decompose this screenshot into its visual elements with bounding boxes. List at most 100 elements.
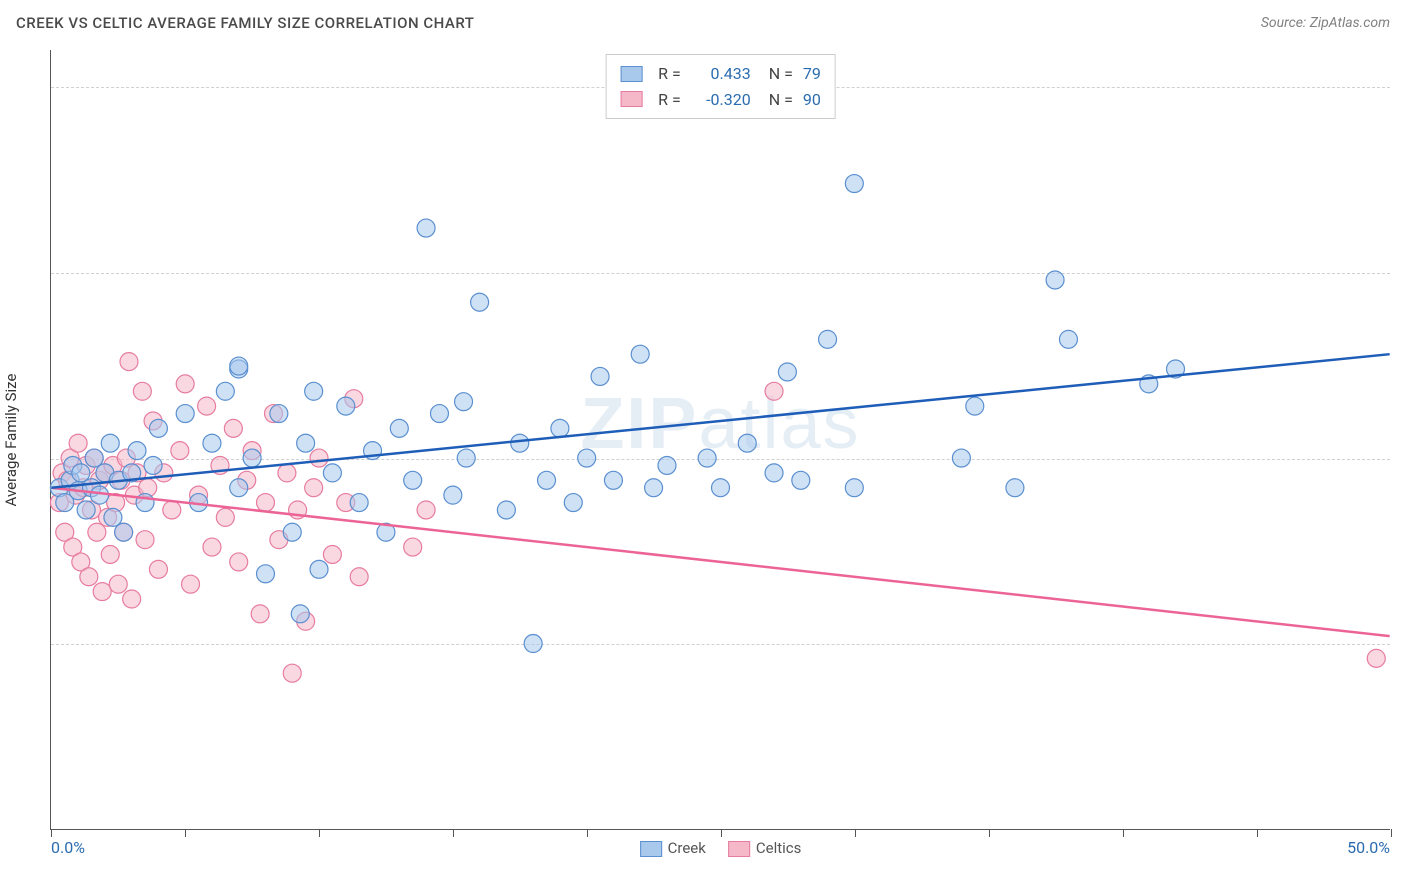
- creek-point: [270, 405, 288, 423]
- celtic-point: [283, 664, 301, 682]
- celtic-point: [765, 382, 783, 400]
- creek-point: [738, 434, 756, 452]
- creek-point: [551, 419, 569, 437]
- creek-point: [243, 449, 261, 467]
- swatch-icon: [620, 91, 642, 107]
- creek-point: [658, 456, 676, 474]
- swatch-icon: [640, 841, 662, 857]
- creek-point: [564, 494, 582, 512]
- creek-point: [305, 382, 323, 400]
- stat-n-value: 90: [803, 87, 821, 113]
- celtic-point: [93, 583, 111, 601]
- celtic-point: [69, 434, 87, 452]
- creek-point: [176, 405, 194, 423]
- creek-point: [104, 508, 122, 526]
- celtic-point: [1367, 649, 1385, 667]
- x-tick: [51, 829, 52, 837]
- celtic-point: [323, 546, 341, 564]
- swatch-icon: [620, 66, 642, 82]
- celtic-point: [171, 442, 189, 460]
- creek-point: [538, 471, 556, 489]
- legend-label: Celtics: [756, 839, 802, 857]
- creek-point: [1046, 271, 1064, 289]
- creek-point: [712, 479, 730, 497]
- creek-regression-line: [51, 354, 1389, 488]
- stats-row-creek: R =0.433N =79: [620, 61, 821, 87]
- celtic-point: [350, 568, 368, 586]
- creek-point: [845, 479, 863, 497]
- stat-r-label: R =: [658, 87, 681, 113]
- celtic-point: [136, 531, 154, 549]
- celtic-point: [305, 479, 323, 497]
- x-axis-max-label: 50.0%: [1347, 838, 1390, 857]
- creek-point: [297, 434, 315, 452]
- creek-point: [310, 560, 328, 578]
- celtic-point: [123, 590, 141, 608]
- creek-point: [578, 449, 596, 467]
- y-axis-label: Average Family Size: [2, 373, 20, 506]
- creek-point: [323, 464, 341, 482]
- creek-point: [337, 397, 355, 415]
- celtic-point: [120, 353, 138, 371]
- series-legend: Creek Celtics: [640, 839, 802, 857]
- celtic-point: [251, 605, 269, 623]
- creek-point: [631, 345, 649, 363]
- creek-point: [444, 486, 462, 504]
- creek-point: [645, 479, 663, 497]
- celtic-point: [404, 538, 422, 556]
- chart-title: CREEK VS CELTIC AVERAGE FAMILY SIZE CORR…: [16, 14, 474, 32]
- creek-point: [291, 605, 309, 623]
- creek-point: [115, 523, 133, 541]
- celtic-point: [149, 560, 167, 578]
- x-tick: [721, 829, 722, 837]
- creek-point: [230, 479, 248, 497]
- creek-point: [230, 357, 248, 375]
- x-axis-min-label: 0.0%: [51, 838, 85, 857]
- x-tick: [1391, 829, 1392, 837]
- swatch-icon: [728, 841, 750, 857]
- x-tick: [989, 829, 990, 837]
- celtic-point: [216, 508, 234, 526]
- chart-plot-area: Average Family Size 2.253.504.756.00 0.0…: [50, 50, 1390, 830]
- creek-point: [471, 293, 489, 311]
- celtic-point: [198, 397, 216, 415]
- y-tick-label: 3.50: [1396, 449, 1406, 468]
- creek-point: [144, 456, 162, 474]
- source-label: Source: ZipAtlas.com: [1261, 15, 1390, 31]
- creek-point: [430, 405, 448, 423]
- celtic-point: [256, 494, 274, 512]
- creek-point: [966, 397, 984, 415]
- creek-point: [404, 471, 422, 489]
- celtic-point: [230, 553, 248, 571]
- stat-n-label: N =: [769, 87, 793, 113]
- stats-row-celtic: R =-0.320N =90: [620, 87, 821, 113]
- creek-point: [698, 449, 716, 467]
- legend-item-celtics: Celtics: [728, 839, 802, 857]
- creek-point: [591, 367, 609, 385]
- celtic-point: [224, 419, 242, 437]
- creek-point: [524, 635, 542, 653]
- celtic-point: [182, 575, 200, 593]
- creek-point: [457, 449, 475, 467]
- creek-point: [952, 449, 970, 467]
- celtic-point: [163, 501, 181, 519]
- creek-point: [417, 219, 435, 237]
- celtic-point: [101, 546, 119, 564]
- y-tick-label: 4.75: [1396, 263, 1406, 282]
- celtic-point: [278, 464, 296, 482]
- creek-point: [792, 471, 810, 489]
- creek-point: [819, 330, 837, 348]
- celtic-point: [310, 449, 328, 467]
- celtic-point: [417, 501, 435, 519]
- creek-point: [216, 382, 234, 400]
- creek-point: [91, 486, 109, 504]
- creek-point: [283, 523, 301, 541]
- x-tick: [319, 829, 320, 837]
- stat-n-value: 79: [803, 61, 821, 87]
- legend-label: Creek: [668, 839, 706, 857]
- creek-point: [765, 464, 783, 482]
- stat-n-label: N =: [769, 61, 793, 87]
- x-tick: [1257, 829, 1258, 837]
- creek-point: [149, 419, 167, 437]
- creek-point: [85, 449, 103, 467]
